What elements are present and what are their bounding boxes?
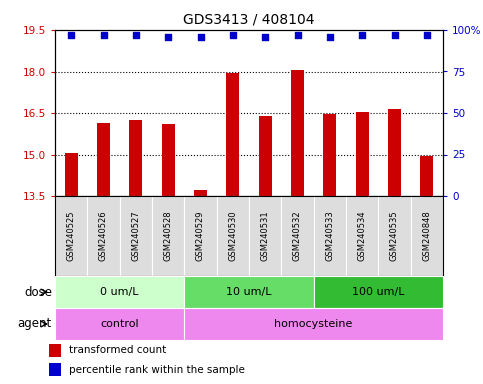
FancyBboxPatch shape	[346, 196, 378, 276]
Text: GSM240527: GSM240527	[131, 211, 141, 262]
Bar	[97, 122, 110, 196]
FancyBboxPatch shape	[152, 196, 185, 276]
FancyBboxPatch shape	[411, 196, 443, 276]
Text: control: control	[100, 319, 139, 329]
Text: GSM240535: GSM240535	[390, 211, 399, 262]
Text: 100 um/L: 100 um/L	[352, 287, 405, 297]
Bar	[388, 109, 401, 196]
Text: dose: dose	[24, 285, 52, 298]
Point	[294, 32, 301, 38]
FancyBboxPatch shape	[87, 196, 120, 276]
FancyBboxPatch shape	[55, 196, 87, 276]
Bar	[259, 116, 271, 196]
Bar	[313, 276, 443, 308]
Point	[326, 33, 334, 40]
Bar	[291, 70, 304, 196]
Bar	[194, 190, 207, 196]
Bar	[49, 363, 61, 376]
Text: percentile rank within the sample: percentile rank within the sample	[69, 364, 245, 375]
Point	[229, 32, 237, 38]
Bar	[323, 114, 336, 196]
Bar	[65, 153, 78, 196]
Bar	[185, 308, 443, 340]
FancyBboxPatch shape	[249, 196, 281, 276]
Point	[164, 33, 172, 40]
Text: agent: agent	[18, 318, 52, 331]
Text: 0 um/L: 0 um/L	[100, 287, 139, 297]
Bar	[355, 112, 369, 196]
Point	[391, 32, 398, 38]
Text: GSM240848: GSM240848	[422, 211, 431, 262]
Point	[132, 32, 140, 38]
FancyBboxPatch shape	[185, 196, 217, 276]
Bar	[185, 276, 313, 308]
FancyBboxPatch shape	[217, 196, 249, 276]
Text: homocysteine: homocysteine	[274, 319, 353, 329]
Text: GDS3413 / 408104: GDS3413 / 408104	[183, 12, 315, 26]
Text: GSM240525: GSM240525	[67, 211, 76, 261]
Text: transformed count: transformed count	[69, 345, 166, 356]
Text: GSM240526: GSM240526	[99, 211, 108, 262]
Bar	[420, 156, 433, 196]
Bar	[129, 120, 142, 196]
Bar	[49, 344, 61, 357]
Point	[261, 33, 269, 40]
FancyBboxPatch shape	[313, 196, 346, 276]
Point	[67, 32, 75, 38]
Point	[423, 32, 431, 38]
Text: GSM240534: GSM240534	[358, 211, 367, 262]
Bar	[55, 276, 185, 308]
FancyBboxPatch shape	[120, 196, 152, 276]
Text: GSM240528: GSM240528	[164, 211, 172, 262]
Text: 10 um/L: 10 um/L	[226, 287, 272, 297]
Bar	[227, 73, 239, 196]
Text: GSM240529: GSM240529	[196, 211, 205, 261]
FancyBboxPatch shape	[378, 196, 411, 276]
Point	[358, 32, 366, 38]
Bar	[162, 124, 175, 196]
Text: GSM240531: GSM240531	[261, 211, 270, 262]
Text: GSM240533: GSM240533	[326, 211, 334, 262]
Point	[99, 32, 107, 38]
Text: GSM240532: GSM240532	[293, 211, 302, 262]
FancyBboxPatch shape	[281, 196, 313, 276]
Point	[197, 33, 204, 40]
Text: GSM240530: GSM240530	[228, 211, 237, 262]
Bar	[55, 308, 185, 340]
